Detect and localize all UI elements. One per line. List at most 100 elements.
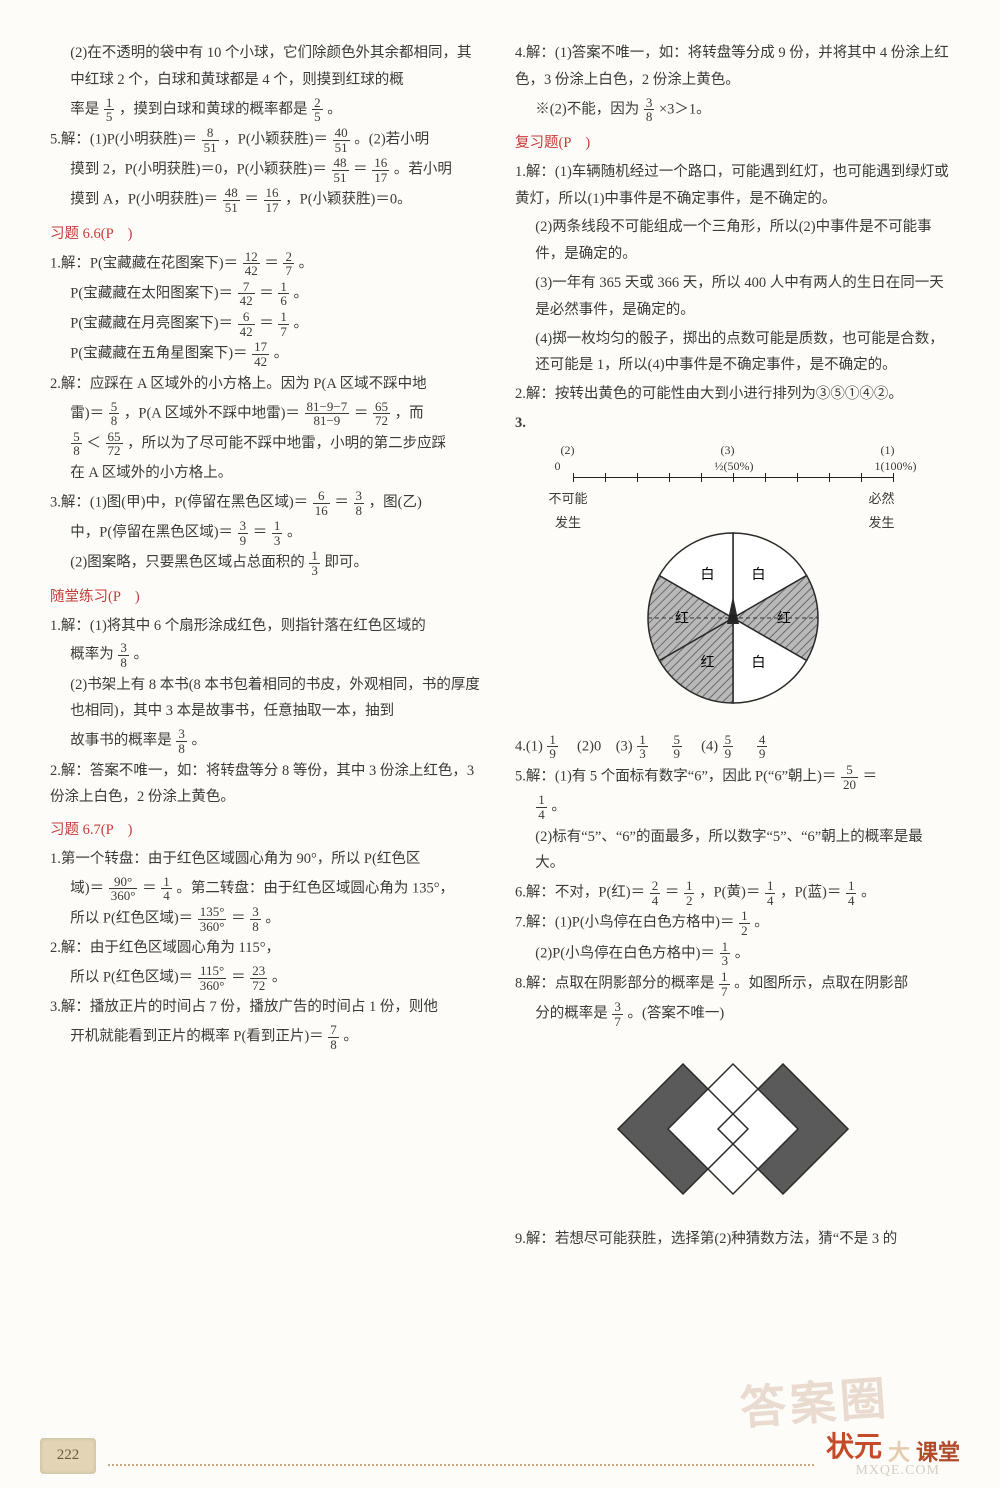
fraction: 38 xyxy=(118,641,129,669)
t: 摸到 A，P(小明获胜)＝ xyxy=(70,192,218,208)
text: 概率为 38 。 xyxy=(50,641,485,669)
t: 。(答案不唯一) xyxy=(628,1006,725,1022)
fraction: 14 xyxy=(846,879,857,907)
t: 。 xyxy=(327,101,342,117)
fraction: 38 xyxy=(250,905,261,933)
fraction: 642 xyxy=(238,310,255,338)
t: 1.解：P(宝藏藏在花图案下)＝ xyxy=(50,255,238,271)
text: 1.解：P(宝藏藏在花图案下)＝ 1242 ＝ 27 。 xyxy=(50,250,485,278)
fraction: 58 xyxy=(71,430,82,458)
t xyxy=(652,738,667,754)
t: P(宝藏藏在月亮图案下)＝ xyxy=(70,316,233,332)
t: 。 xyxy=(294,316,309,332)
fraction: 12 xyxy=(684,879,695,907)
section-title: 习题 6.7(P ) xyxy=(50,817,485,844)
text: 5.解：(1)有 5 个面标有数字“6”，因此 P(“6”朝上)＝ 520 ＝ xyxy=(515,763,950,791)
t: 。 xyxy=(134,647,149,663)
text: P(宝藏藏在五角星图案下)＝ 1742 。 xyxy=(50,340,485,368)
fraction: 520 xyxy=(841,763,858,791)
fraction: 14 xyxy=(536,793,547,821)
t: 。 xyxy=(735,945,750,961)
text: (2)P(小鸟停在白色方格中)＝ 13 。 xyxy=(515,940,950,968)
number-line-figure: (2)(3)(1)0½(50%)1(100%)不可能 发生必然 发生 xyxy=(553,445,913,515)
fraction: 90°360° xyxy=(109,875,138,903)
section-title: 习题 6.6(P ) xyxy=(50,221,485,248)
text: 所以 P(红色区域)＝ 115°360° ＝ 2372 。 xyxy=(50,964,485,992)
text: (2)在不透明的袋中有 10 个小球，它们除颜色外其余都相同，其中红球 2 个，… xyxy=(50,40,485,94)
t: ＝ xyxy=(244,192,259,208)
t: 所以 P(红色区域)＝ xyxy=(70,970,193,986)
fraction: 13 xyxy=(637,733,648,761)
fraction: 14 xyxy=(765,879,776,907)
text: 8.解：点取在阴影部分的概率是 17 。如图所示，点取在阴影部 xyxy=(515,970,950,998)
t: ＝ xyxy=(231,911,246,927)
t: 。 xyxy=(343,1029,358,1045)
text: (2)标有“5”、“6”的面最多，所以数字“5”、“6”朝上的概率是最大。 xyxy=(515,824,950,878)
fraction: 4851 xyxy=(332,156,349,184)
fraction: 25 xyxy=(312,96,323,124)
t: 。 xyxy=(287,525,302,541)
text: 1.第一个转盘：由于红色区域圆心角为 90°，所以 P(红色区 xyxy=(50,846,485,873)
fraction: 616 xyxy=(313,489,330,517)
t: 5.解：(1)P(小明获胜)＝ xyxy=(50,131,197,147)
fraction: 4851 xyxy=(223,186,240,214)
t: ＝ xyxy=(863,768,878,784)
text: P(宝藏藏在月亮图案下)＝ 642 ＝ 17 。 xyxy=(50,310,485,338)
text: 4.解：(1)答案不唯一，如：将转盘等分成 9 份，并将其中 4 份涂上红色，3… xyxy=(515,40,950,94)
fraction: 1617 xyxy=(372,156,389,184)
fraction: 39 xyxy=(238,519,249,547)
text: 开机就能看到正片的概率 P(看到正片)＝ 78 。 xyxy=(50,1023,485,1051)
text: 7.解：(1)P(小鸟停在白色方格中)＝ 12 。 xyxy=(515,909,950,937)
fraction: 6572 xyxy=(373,400,390,428)
fraction: 1742 xyxy=(252,340,269,368)
triangle-svg xyxy=(603,1039,863,1209)
t: 。 xyxy=(294,285,309,301)
fraction: 17 xyxy=(278,310,289,338)
text: 中，P(停留在黑色区域)＝ 39 ＝ 13 。 xyxy=(50,519,485,547)
fraction: 81−9−781−9 xyxy=(305,400,350,428)
fraction: 78 xyxy=(328,1023,339,1051)
text: (3)一年有 365 天或 366 天，所以 400 人中有两人的生日在同一天是… xyxy=(515,270,950,324)
t: 7.解：(1)P(小鸟停在白色方格中)＝ xyxy=(515,915,735,931)
text: 58 ＜ 6572 ，所以为了尽可能不踩中地雷，小明的第二步应踩 xyxy=(50,430,485,458)
t: ，摸到白球和黄球的概率都是 xyxy=(119,101,311,117)
section-title: 复习题(P ) xyxy=(515,130,950,157)
pie-chart-figure: 白红白红红白 xyxy=(515,523,950,723)
footer: 222 状元 大 课堂 xyxy=(0,1422,1000,1474)
text: 5.解：(1)P(小明获胜)＝ 851 ，P(小颖获胜)＝ 4051 。(2)若… xyxy=(50,126,485,154)
t: 域)＝ xyxy=(70,880,104,896)
t: 雷)＝ xyxy=(70,405,104,421)
text: 摸到 A，P(小明获胜)＝ 4851 ＝ 1617 ，P(小颖获胜)＝0。 xyxy=(50,186,485,214)
fraction: 19 xyxy=(547,733,558,761)
fraction: 38 xyxy=(644,96,655,124)
t: ，而 xyxy=(395,405,424,421)
text: 率是 15 ，摸到白球和黄球的概率都是 25 。 xyxy=(50,96,485,124)
fraction: 27 xyxy=(283,250,294,278)
svg-text:红: 红 xyxy=(675,611,689,627)
t: ＝ xyxy=(665,885,680,901)
t: 。 xyxy=(754,915,769,931)
fraction: 12 xyxy=(739,909,750,937)
fraction: 15 xyxy=(104,96,115,124)
t: 率是 xyxy=(70,101,103,117)
fraction: 742 xyxy=(238,280,255,308)
fraction: 115°360° xyxy=(198,964,227,992)
text: (4)掷一枚均匀的骰子，掷出的点数可能是质数，也可能是合数，还可能是 1，所以(… xyxy=(515,326,950,380)
svg-text:白: 白 xyxy=(751,567,765,583)
t: 故事书的概率是 xyxy=(70,733,172,749)
fraction: 851 xyxy=(202,126,219,154)
text: 域)＝ 90°360° ＝ 14 。第二转盘：由于红色区域圆心角为 135°， xyxy=(50,875,485,903)
fraction: 14 xyxy=(161,875,172,903)
t: 。 xyxy=(265,911,280,927)
text: 雷)＝ 58 ，P(A 区域外不踩中地雷)＝ 81−9−781−9 ＝ 6572… xyxy=(50,400,485,428)
t: 5.解：(1)有 5 个面标有数字“6”，因此 P(“6”朝上)＝ xyxy=(515,768,836,784)
t: 。 xyxy=(274,346,289,362)
text: (2)书架上有 8 本书(8 本书包着相同的书皮，外观相同，书的厚度也相同)，其… xyxy=(50,672,485,726)
t: 4.(1) xyxy=(515,738,546,754)
fraction: 17 xyxy=(719,970,730,998)
text: 摸到 2，P(小明获胜)＝0，P(小颖获胜)＝ 4851 ＝ 1617 。若小明 xyxy=(50,156,485,184)
t: 6.解：不对，P(红)＝ xyxy=(515,885,645,901)
fraction: 58 xyxy=(109,400,120,428)
t: ＝ xyxy=(253,525,268,541)
fraction: 13 xyxy=(720,940,731,968)
